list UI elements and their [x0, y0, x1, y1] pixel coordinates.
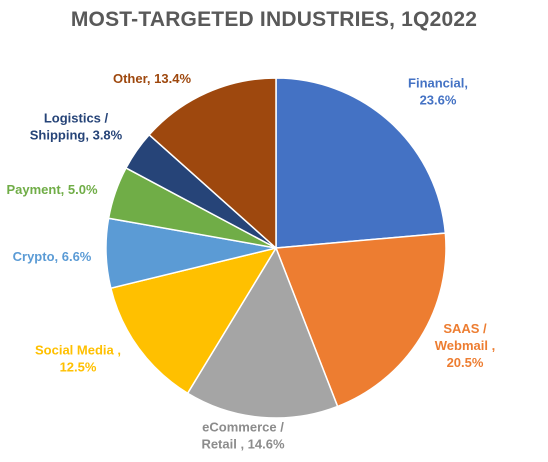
- slice-label: Social Media , 12.5%: [35, 343, 121, 375]
- pie-slice: [109, 246, 278, 395]
- slice-label: Logistics / Shipping, 3.8%: [30, 111, 123, 143]
- slice-label: Crypto, 6.6%: [13, 249, 92, 264]
- pie-slice: [186, 246, 339, 419]
- pie-slice: [148, 77, 277, 250]
- slice-label: Other, 13.4%: [113, 71, 191, 86]
- pie-slice: [274, 232, 447, 408]
- chart-title: MOST-TARGETED INDUSTRIES, 1Q2022: [70, 8, 478, 31]
- pie-slice: [275, 77, 447, 249]
- slice-label: Payment, 5.0%: [6, 182, 97, 197]
- slice-label: eCommerce / Retail , 14.6%: [201, 420, 285, 452]
- slice-label: SAAS / Webmail , 20.5%: [435, 321, 495, 370]
- slice-label: Financial, 23.6%: [408, 76, 468, 108]
